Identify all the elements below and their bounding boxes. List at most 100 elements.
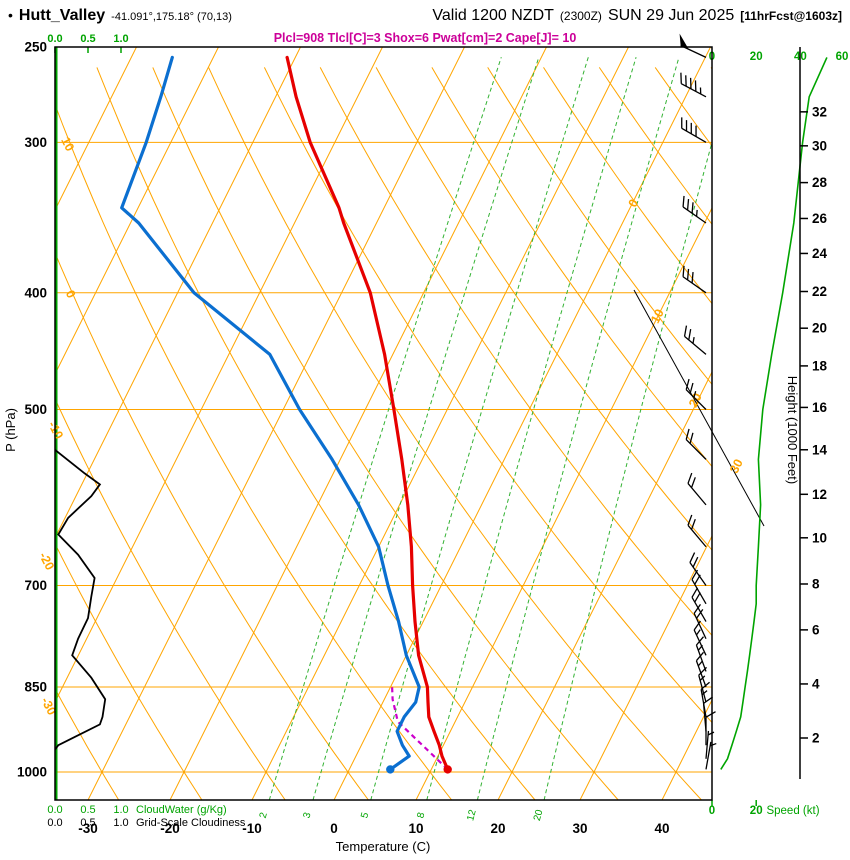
dry-adiabat-line <box>487 67 712 386</box>
pressure-tick-label: 850 <box>24 680 47 695</box>
wind-barb-half <box>695 629 701 636</box>
mixing-ratio-line <box>543 140 712 800</box>
forecast-hour: [11hrFcst@1603z] <box>740 9 842 23</box>
cloudwater-scale-top-label: 0.5 <box>80 33 95 45</box>
wind-barb-half <box>709 742 717 747</box>
wind-barb-staff <box>687 483 707 506</box>
cloudwater-axis-title: CloudWater (g/Kg) <box>136 804 227 816</box>
height-tick-label: 2 <box>812 730 820 745</box>
wind-barb-staff <box>691 597 707 622</box>
dry-adiabat-line <box>375 67 712 551</box>
dry-adiabat-line <box>319 67 712 637</box>
mixing-ratio-value-label: 20 <box>532 808 546 822</box>
wind-barb-staff <box>691 579 707 605</box>
pressure-axis-title: P (hPa) <box>3 408 18 452</box>
isotherm-line <box>55 47 219 376</box>
speed-tick-bottom-label: 20 <box>750 805 763 817</box>
dry-adiabat-line <box>431 67 712 468</box>
dry-adiabat-line <box>55 687 120 800</box>
height-tick-label: 6 <box>812 622 820 637</box>
cloudiness-scale-label: 1.0 <box>113 817 128 829</box>
height-tick-label: 22 <box>812 284 827 299</box>
wind-barb-staff <box>693 629 707 656</box>
profile-layer <box>55 55 452 774</box>
wind-barb-half <box>707 731 715 736</box>
wind-barb-full <box>691 202 694 214</box>
speed-tick-top-label: 20 <box>750 51 763 63</box>
wind-barb-full <box>694 592 701 603</box>
station-title-group: • Hutt_Valley -41.091°,175.18° (70,13) <box>8 7 232 25</box>
mixing-ratio-value-label: 8 <box>415 811 427 820</box>
wind-barb-staff <box>682 276 707 294</box>
height-tick-label: 32 <box>812 104 827 119</box>
plot-frame <box>54 46 713 801</box>
pressure-tick-label: 250 <box>24 40 47 55</box>
wind-barb-full <box>692 556 699 568</box>
station-name: Hutt_Valley <box>18 7 106 24</box>
wind-barb-full <box>686 199 690 211</box>
cloudwater-scale-bottom-label: 0.0 <box>47 804 62 816</box>
isotherm-value-label: 10 <box>648 307 667 326</box>
wind-barb-full <box>687 514 693 526</box>
dry-adiabat-line <box>543 67 712 305</box>
wind-barb <box>679 33 707 58</box>
wind-barb <box>693 603 707 639</box>
isotherm-value-label: 0 <box>626 197 642 210</box>
wind-barb-staff <box>685 389 707 410</box>
temperature-tick-label: 30 <box>572 821 587 836</box>
dry-adiabat-line <box>710 67 712 70</box>
isotherm-line <box>497 370 712 800</box>
mixing-ratio-value-label: 12 <box>465 808 479 822</box>
pressure-tick-label: 300 <box>24 135 47 150</box>
valid-time: Valid 1200 NZDT <box>432 7 554 24</box>
diagonal-annotation-line <box>633 289 765 527</box>
chart-title: • Hutt_Valley -41.091°,175.18° (70,13) V… <box>0 7 850 25</box>
wind-barb-full <box>691 587 699 598</box>
temperature-axis-title: Temperature (C) <box>336 839 431 854</box>
wind-barb-staff <box>700 689 707 718</box>
station-coordinates: -41.091°,175.18° (70,13) <box>111 11 232 23</box>
wind-barb-full <box>691 272 694 284</box>
wind-barb <box>681 117 707 143</box>
wind-barb-staff <box>705 730 710 759</box>
wind-barb-full <box>683 325 688 337</box>
speed-axis-title: Speed (kt) <box>766 805 819 817</box>
wind-barb-full <box>686 268 690 280</box>
wind-barb-column <box>679 33 717 770</box>
wind-barb <box>683 325 707 355</box>
wind-barb-full <box>682 195 685 207</box>
temperature-tick-label: -30 <box>78 821 98 836</box>
outside-layer: 0102030100-10-20-30250300400500700850100… <box>3 33 848 854</box>
wind-speed-curve <box>720 57 828 770</box>
wind-barb-staff <box>687 524 707 548</box>
dry-adiabat-value-label: 10 <box>58 135 77 154</box>
dry-adiabat-line <box>55 251 369 800</box>
wind-barb <box>691 587 707 622</box>
isotherm-value-label: 30 <box>727 457 746 476</box>
height-tick-label: 18 <box>812 358 828 373</box>
wind-barb <box>682 195 707 224</box>
cloudiness-profile-line <box>55 449 107 751</box>
isotherm-line <box>333 47 711 800</box>
dry-adiabat-line <box>55 542 203 800</box>
isotherm-line <box>169 47 547 800</box>
isotherm-line <box>55 47 383 704</box>
wind-barb-staff <box>681 127 707 143</box>
height-tick-label: 28 <box>812 175 828 190</box>
dry-adiabat-line <box>55 103 453 800</box>
parcel-path-line <box>391 686 449 771</box>
dewpoint-curve <box>120 55 421 771</box>
dry-adiabat-line <box>55 397 286 800</box>
wind-barb-full <box>705 711 716 718</box>
wind-barb <box>693 620 707 656</box>
dry-adiabat-line <box>208 67 702 800</box>
cloudwater-scale-bottom-label: 1.0 <box>113 804 128 816</box>
dry-adiabat-value-label: 0 <box>63 288 79 301</box>
wind-barb <box>685 428 707 460</box>
mixing-ratio-line <box>426 57 637 800</box>
wind-barb-full <box>689 382 694 394</box>
wind-barb <box>682 265 707 294</box>
temperature-tick-label: 0 <box>330 821 338 836</box>
cloudwater-scale-top-label: 1.0 <box>113 33 128 45</box>
